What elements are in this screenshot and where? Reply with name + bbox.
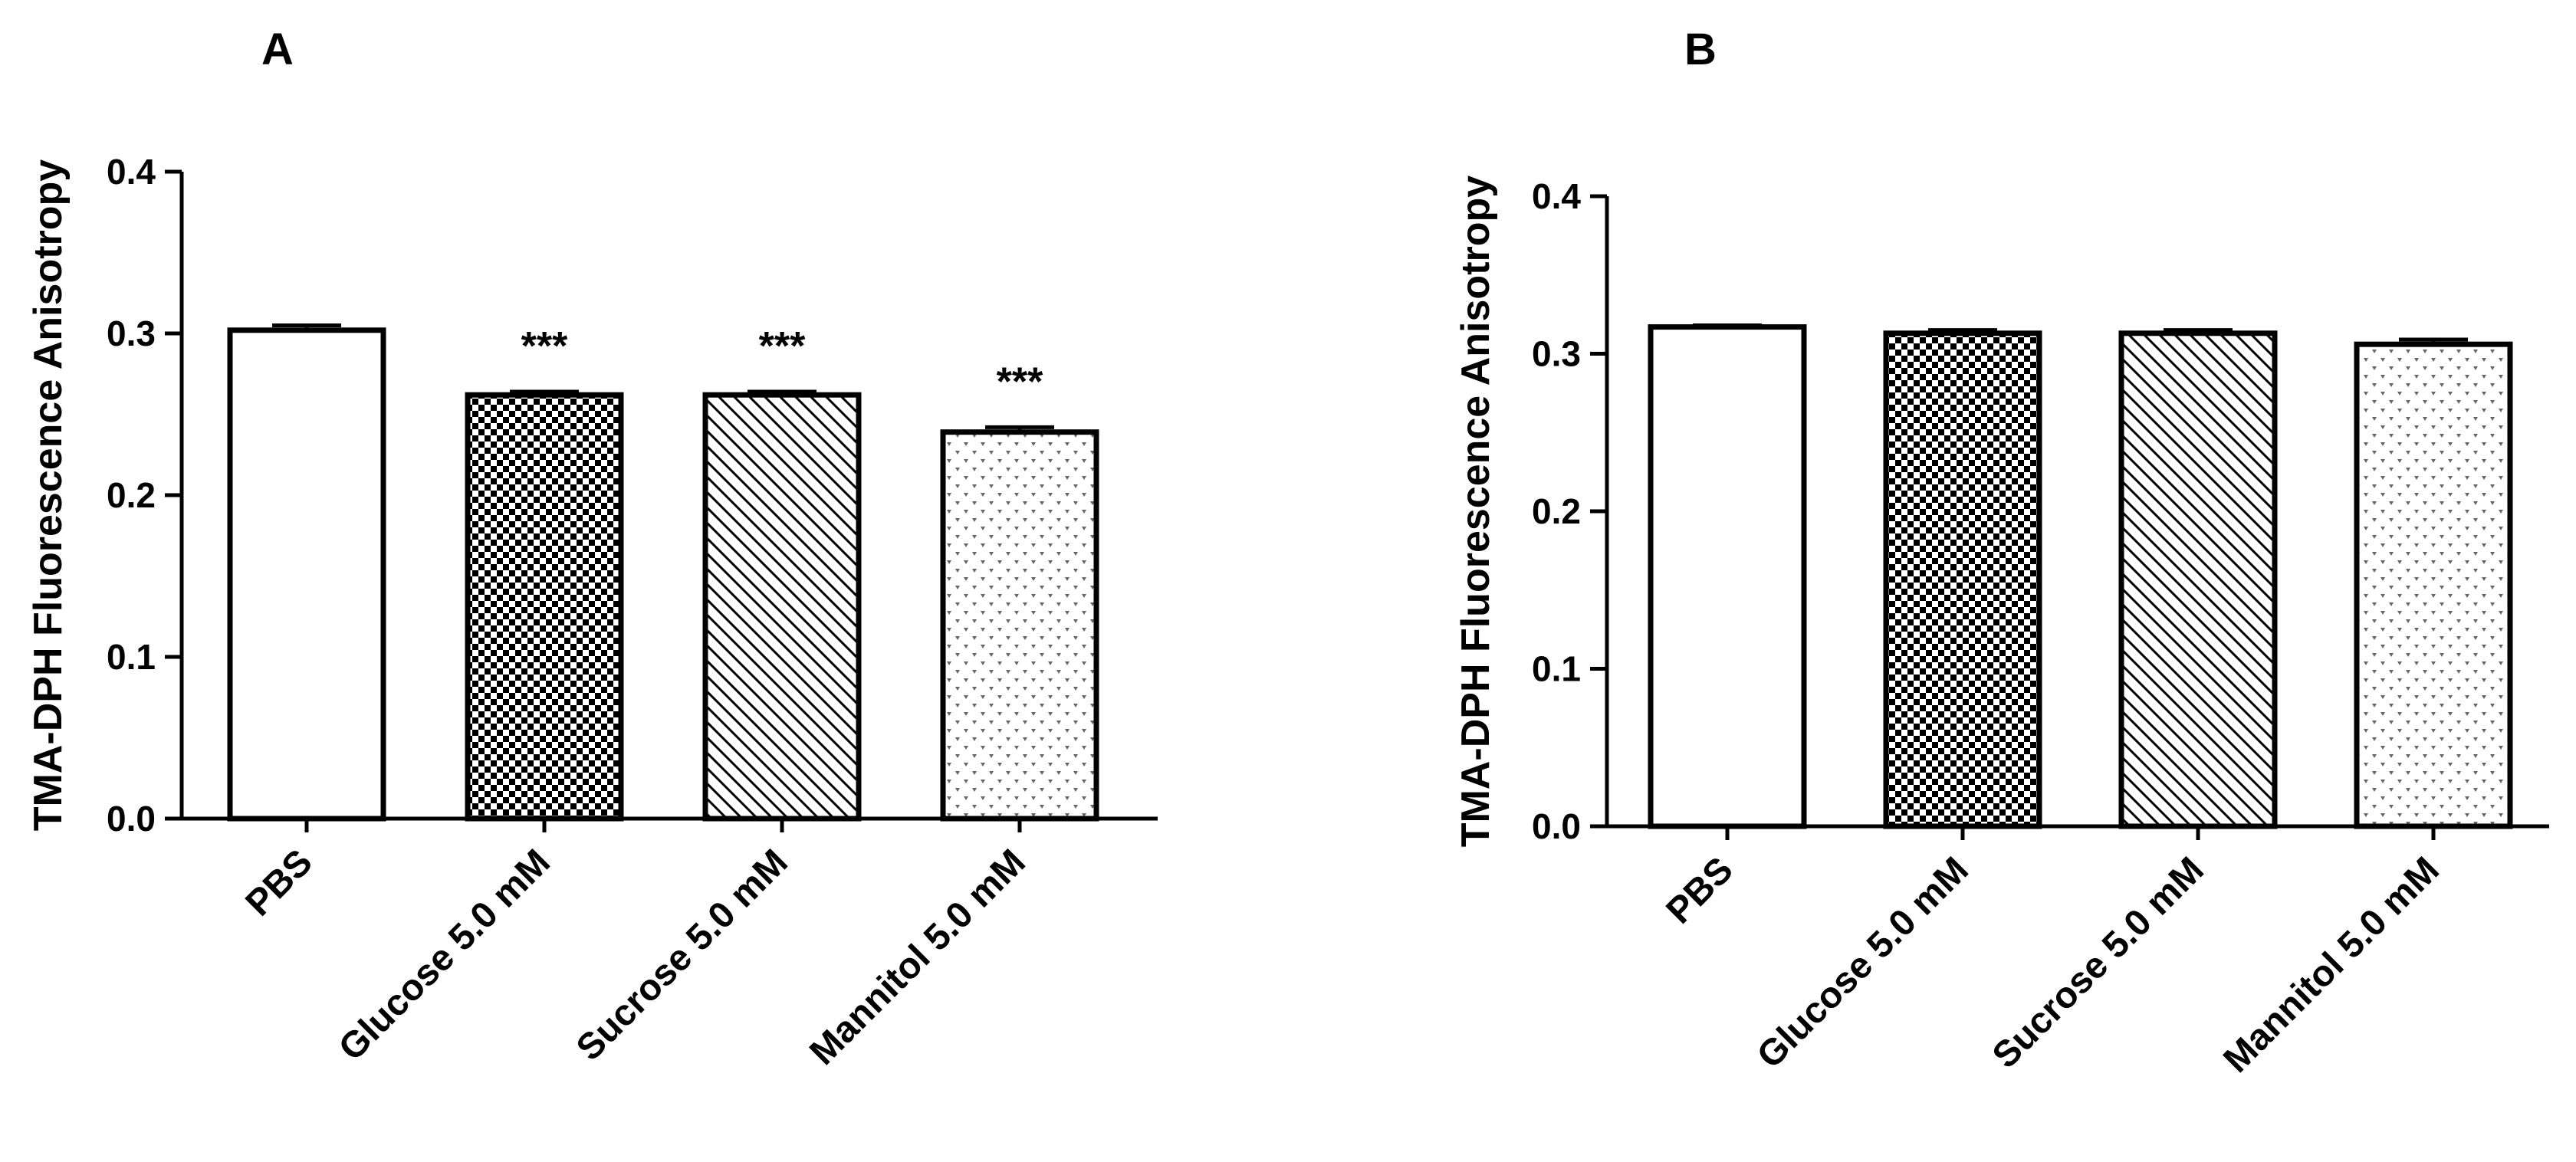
bar: [2354, 341, 2513, 829]
y-tick-label: 0.1: [1532, 649, 1581, 689]
bar: [465, 392, 624, 822]
x-category-label: Sucrose 5.0 mM: [1985, 849, 2212, 1076]
y-axis-title: TMA-DPH Fluorescence Anisotropy: [1454, 176, 1498, 847]
y-tick-label: 0.2: [1532, 491, 1581, 531]
bar: [227, 327, 386, 822]
panel-a: A TMA-DPH Fluorescence Anisotropy 0.0 0.1 0.…: [26, 25, 1158, 1073]
significance-label: ***: [521, 324, 568, 369]
panel-b: B TMA-DPH Fluorescence Anisotropy 0.0 0.1 0.…: [1454, 25, 2549, 1081]
y-tick-label: 0.1: [107, 637, 156, 677]
x-category-label: PBS: [1659, 849, 1741, 931]
y-tick-label: 0.4: [107, 152, 156, 192]
y-tick-label: 0.2: [107, 475, 156, 515]
x-category-label: Glucose 5.0 mM: [1750, 849, 1976, 1076]
bar: [2118, 330, 2278, 829]
x-category-label: Sucrose 5.0 mM: [569, 842, 796, 1068]
bar: [940, 429, 1099, 822]
significance-label: ***: [997, 359, 1043, 404]
y-tick-label: 0.0: [107, 799, 156, 839]
panel-letter: B: [1684, 25, 1717, 74]
x-category-label: PBS: [238, 842, 320, 924]
bar: [1883, 330, 2042, 829]
y-tick-label: 0.3: [1532, 334, 1581, 374]
bar: [1648, 324, 1807, 829]
y-tick-label: 0.0: [1532, 806, 1581, 846]
y-tick-label: 0.4: [1532, 176, 1581, 216]
significance-label: ***: [759, 324, 806, 369]
bar: [702, 392, 862, 822]
panel-letter: A: [261, 25, 294, 74]
y-tick-label: 0.3: [107, 313, 156, 353]
y-axis-title: TMA-DPH Fluorescence Anisotropy: [26, 159, 71, 831]
x-category-label: Mannitol 5.0 mM: [802, 842, 1033, 1072]
x-category-label: Glucose 5.0 mM: [331, 842, 558, 1068]
x-category-label: Mannitol 5.0 mM: [2216, 849, 2446, 1080]
